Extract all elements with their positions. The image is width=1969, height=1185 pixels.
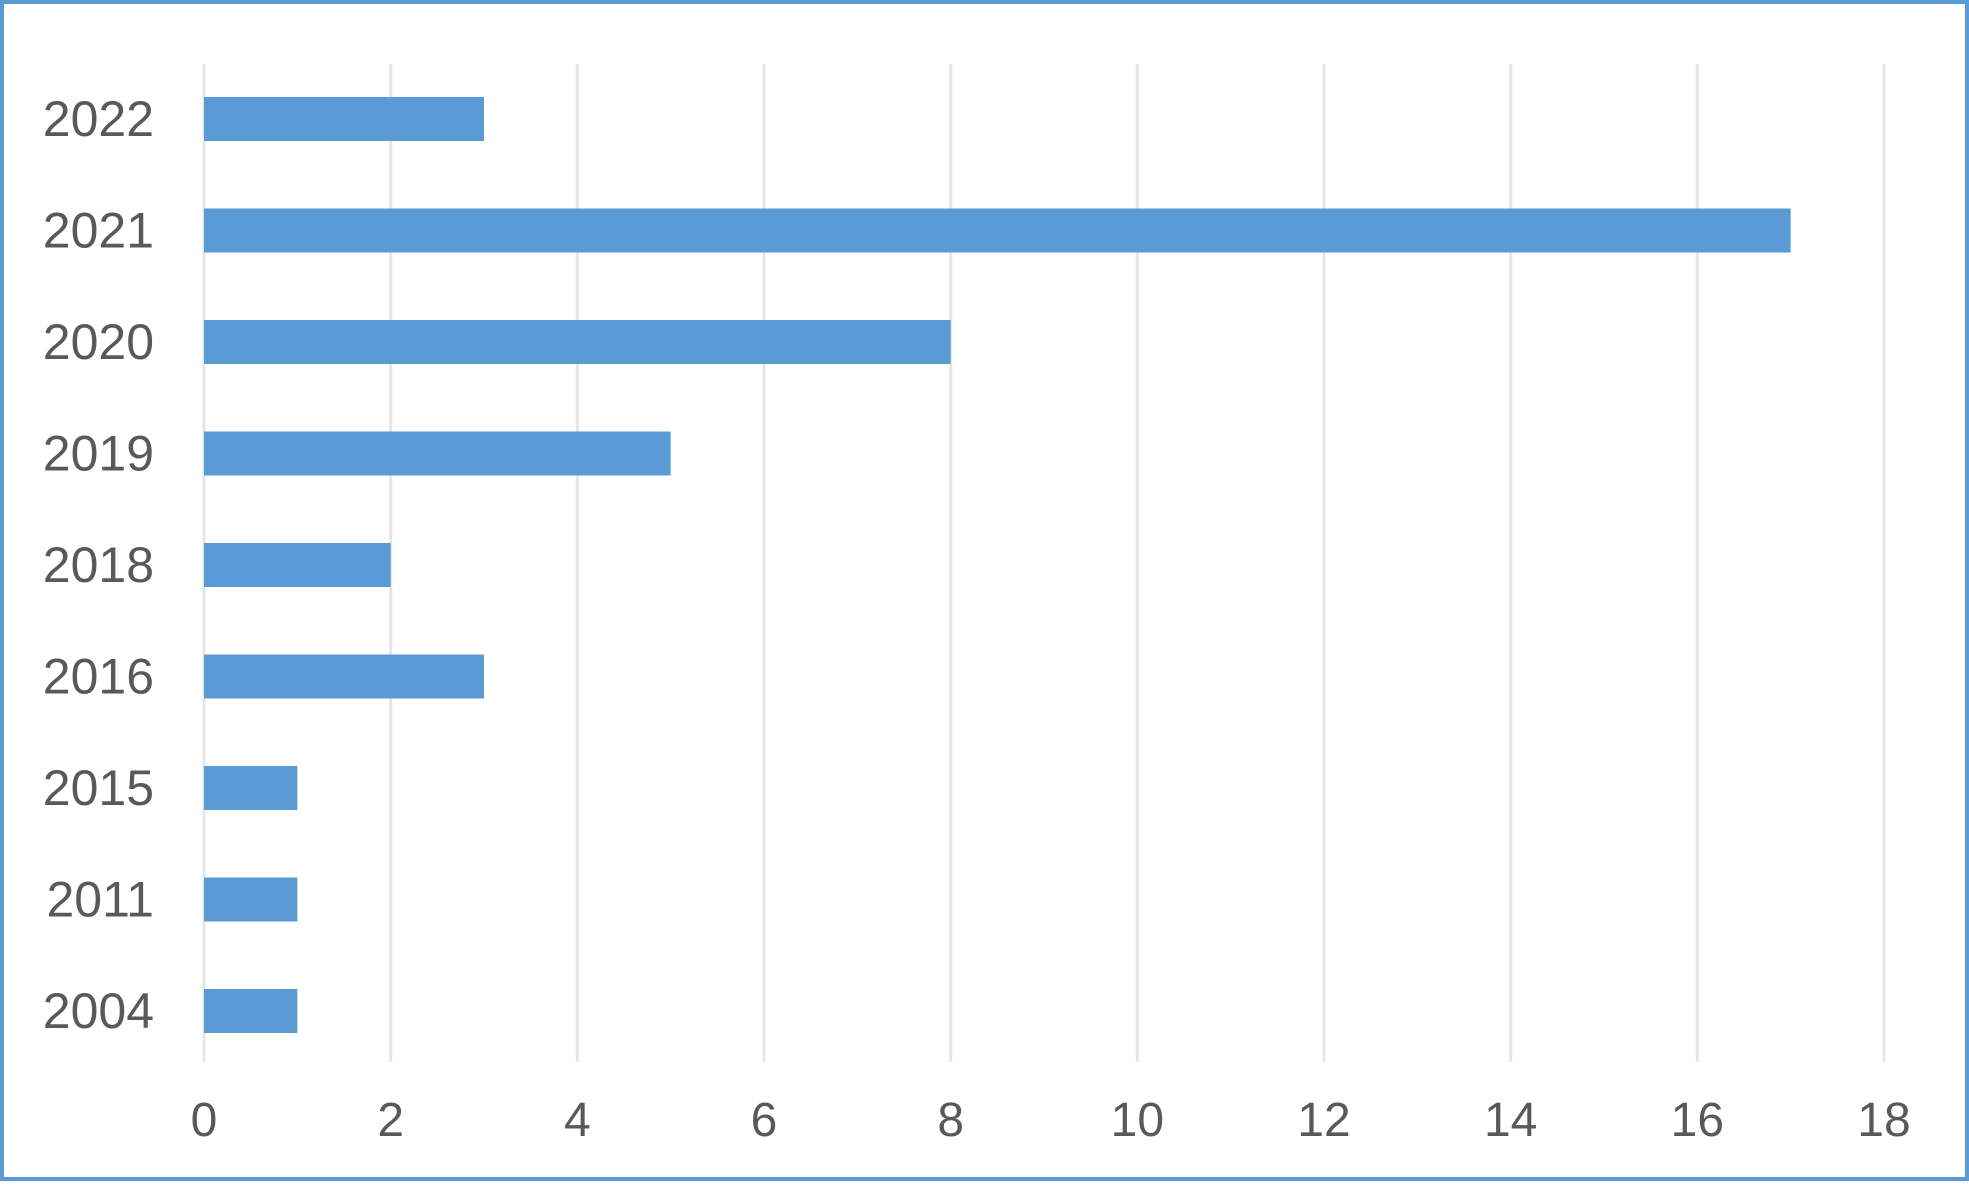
x-tick-label: 18 xyxy=(1857,1094,1910,1147)
x-tick-label: 8 xyxy=(937,1094,964,1147)
category-label: 2021 xyxy=(43,203,154,259)
category-labels: 2022 2021 2020 2019 2018 2016 2015 2011 2004 xyxy=(43,91,154,1039)
bars xyxy=(204,97,1791,1033)
category-label: 2018 xyxy=(43,537,154,593)
x-tick-label: 6 xyxy=(751,1094,778,1147)
x-tick-label: 4 xyxy=(564,1094,591,1147)
category-label: 2019 xyxy=(43,426,154,482)
x-tick-label: 0 xyxy=(191,1094,218,1147)
x-axis-tick-labels: 0 2 4 6 8 10 12 14 16 18 xyxy=(191,1094,1911,1147)
category-label: 2020 xyxy=(43,314,154,370)
x-tick-label: 10 xyxy=(1111,1094,1164,1147)
bar-2011 xyxy=(204,877,298,922)
category-label: 2022 xyxy=(43,91,154,147)
bar-2021 xyxy=(204,208,1791,253)
category-label: 2016 xyxy=(43,649,154,705)
bar-chart: 2022 2021 2020 2019 2018 2016 2015 2011 2004 0 2 4… xyxy=(43,64,1911,1147)
category-label: 2004 xyxy=(43,983,154,1039)
category-label: 2015 xyxy=(43,760,154,816)
x-tick-label: 2 xyxy=(377,1094,404,1147)
bar-2004 xyxy=(204,989,298,1033)
x-tick-label: 14 xyxy=(1484,1094,1537,1147)
bar-2022 xyxy=(204,97,484,141)
x-tick-label: 16 xyxy=(1671,1094,1724,1147)
bar-2020 xyxy=(204,320,951,364)
category-label: 2011 xyxy=(46,872,154,928)
bar-2019 xyxy=(204,431,671,476)
bar-2015 xyxy=(204,766,298,810)
bar-2016 xyxy=(204,654,484,699)
x-tick-label: 12 xyxy=(1297,1094,1350,1147)
bar-2018 xyxy=(204,543,391,587)
